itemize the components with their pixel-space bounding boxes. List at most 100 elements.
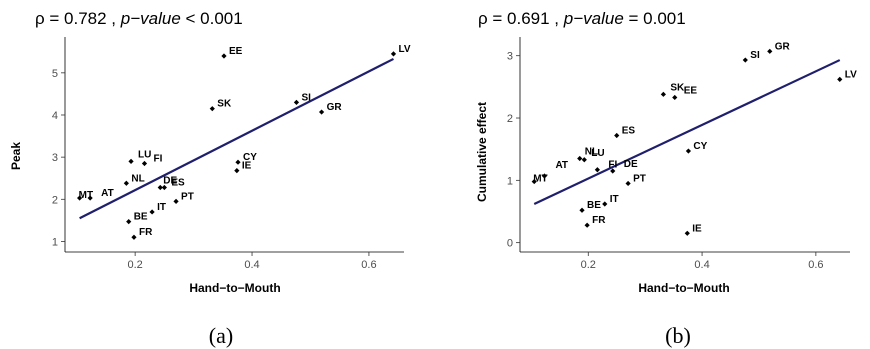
panel-a-axes: 1 2 3 4 5 0.2 0.4 0.6 [52, 37, 404, 271]
panel-a-point-pt [173, 198, 179, 205]
panel-a-point-es [161, 184, 167, 191]
panel-a-caption: (a) [209, 323, 233, 348]
panel-b-point-label-cy: CY [693, 141, 707, 152]
panel-b-point-de [610, 168, 616, 174]
panel-b-point-nl [577, 155, 583, 162]
panel-b-point-label-lv: LV [845, 69, 857, 80]
panel-a-x-tick-label: 0.6 [361, 259, 376, 271]
panel-b-y-tick-label: 0 [507, 238, 513, 250]
panel-b-point-es [614, 132, 620, 139]
panel-a-point-label-gr: GR [327, 102, 343, 113]
panel-a-y-tick-label: 1 [52, 236, 58, 248]
panel-b-x-tick-label: 0.6 [808, 259, 823, 271]
panel-b-point-label-pt: PT [633, 173, 646, 184]
panel-a-regression-line [79, 57, 394, 220]
panel-b-point-label-be: BE [587, 200, 601, 211]
panel-b-axes: 0 1 2 3 0.2 0.4 0.6 [507, 37, 850, 271]
panel-b-point-ie [684, 230, 690, 236]
panel-a-point-label-fr: FR [139, 227, 153, 238]
panel-a-point-fr [131, 234, 137, 240]
panel-a-y-tick-label: 4 [52, 110, 58, 122]
panel-b-y-axis-label: Cumulative effect [475, 102, 489, 202]
panel-b-point-label-de: DE [624, 159, 638, 170]
panel-a: ρ = 0.782 , p−value < 0.001 Peak Hand−to… [9, 9, 411, 348]
panel-a-y-tick-label: 5 [52, 68, 58, 80]
panel-b-x-axis-label: Hand−to−Mouth [638, 281, 729, 295]
panel-a-point-si [293, 99, 300, 105]
panel-b-point-label-at: AT [555, 160, 568, 171]
panel-a-y-tick-label: 2 [52, 194, 58, 206]
panel-b-point-label-nl: NL [585, 147, 598, 158]
panel-b-point-label-gr: GR [775, 41, 791, 52]
panel-a-point-be [126, 219, 132, 225]
panel-a-y-tick-label: 3 [52, 152, 58, 164]
panel-b-point-be [579, 207, 585, 213]
panel-a-point-de [157, 184, 163, 191]
panel-b-point-label-ee: EE [684, 85, 698, 96]
panel-a-point-lu [128, 158, 134, 164]
panel-a-point-label-cy: CY [243, 152, 257, 163]
panel-b-x-tick-label: 0.2 [581, 259, 596, 271]
panel-b-point-fr [584, 222, 590, 228]
panel-a-point-label-mt: MT [79, 190, 93, 201]
panel-a-point-at [87, 195, 93, 201]
panel-b-point-sk [660, 91, 666, 97]
panel-b-point-label-mt: MT [533, 174, 547, 185]
panel-b-point-mt [531, 178, 537, 185]
panel-b-point-label-es: ES [622, 125, 636, 136]
panel-b-point-fi [594, 167, 600, 173]
panel-a-point-label-sk: SK [217, 99, 232, 110]
panel-a-x-axis-label: Hand−to−Mouth [189, 281, 280, 295]
panel-b-caption: (b) [665, 323, 691, 348]
panel-a-point-it [149, 209, 155, 215]
panel-a-x-tick-label: 0.4 [244, 259, 259, 271]
panel-b-point-gr [767, 48, 773, 54]
panel-b-point-it [602, 201, 608, 207]
panel-a-point-label-de: DE [163, 176, 177, 187]
panel-b: ρ = 0.691 , p−value = 0.001 Cumulative e… [475, 9, 857, 348]
panel-b-point-lu [581, 157, 587, 163]
panel-a-point-label-ee: EE [229, 46, 243, 57]
panel-a-point-cy [235, 159, 241, 165]
panel-a-title: ρ = 0.782 , p−value < 0.001 [35, 9, 243, 28]
panel-b-point-label-si: SI [750, 50, 760, 61]
panel-b-point-pt [625, 180, 631, 187]
panel-a-point-label-nl: NL [131, 173, 144, 184]
panel-b-point-lv [837, 76, 843, 82]
panel-a-point-label-pt: PT [181, 191, 194, 202]
panel-a-y-axis-label: Peak [9, 142, 23, 170]
panel-a-x-tick-label: 0.2 [127, 259, 142, 271]
panel-a-point-label-fi: FI [153, 153, 162, 164]
panel-a-point-label-ie: IE [242, 161, 252, 172]
panel-b-point-label-lu: LU [591, 148, 604, 159]
panel-a-point-nl [123, 180, 129, 186]
panel-b-point-label-ie: IE [692, 223, 702, 234]
panel-a-point-label-it: IT [157, 202, 166, 213]
panel-a-point-ee [221, 53, 227, 59]
panel-a-point-gr [318, 109, 325, 115]
panel-a-point-mt [77, 195, 83, 201]
panel-b-point-label-fi: FI [608, 160, 617, 171]
panel-b-y-tick-label: 2 [507, 113, 513, 125]
panel-a-point-sk [209, 106, 215, 112]
panel-b-x-tick-label: 0.4 [694, 259, 709, 271]
panel-b-y-tick-label: 3 [507, 51, 513, 63]
panel-b-point-label-fr: FR [592, 215, 606, 226]
panel-a-point-label-at: AT [101, 188, 114, 199]
panel-b-point-label-it: IT [610, 194, 619, 205]
panel-a-point-ie [234, 168, 240, 174]
panel-b-point-cy [685, 148, 692, 154]
panel-a-point-label-lu: LU [138, 149, 151, 160]
panel-b-point-ee [672, 94, 678, 101]
panel-a-point-label-lv: LV [398, 44, 410, 55]
panel-b-point-si [742, 57, 748, 63]
panel-b-title: ρ = 0.691 , p−value = 0.001 [478, 9, 686, 28]
panel-b-point-label-sk: SK [670, 82, 685, 93]
panel-b-regression-line [533, 59, 841, 206]
panel-a-point-label-si: SI [301, 92, 311, 103]
panel-a-point-lv [390, 51, 397, 57]
panel-a-point-label-be: BE [134, 212, 148, 223]
